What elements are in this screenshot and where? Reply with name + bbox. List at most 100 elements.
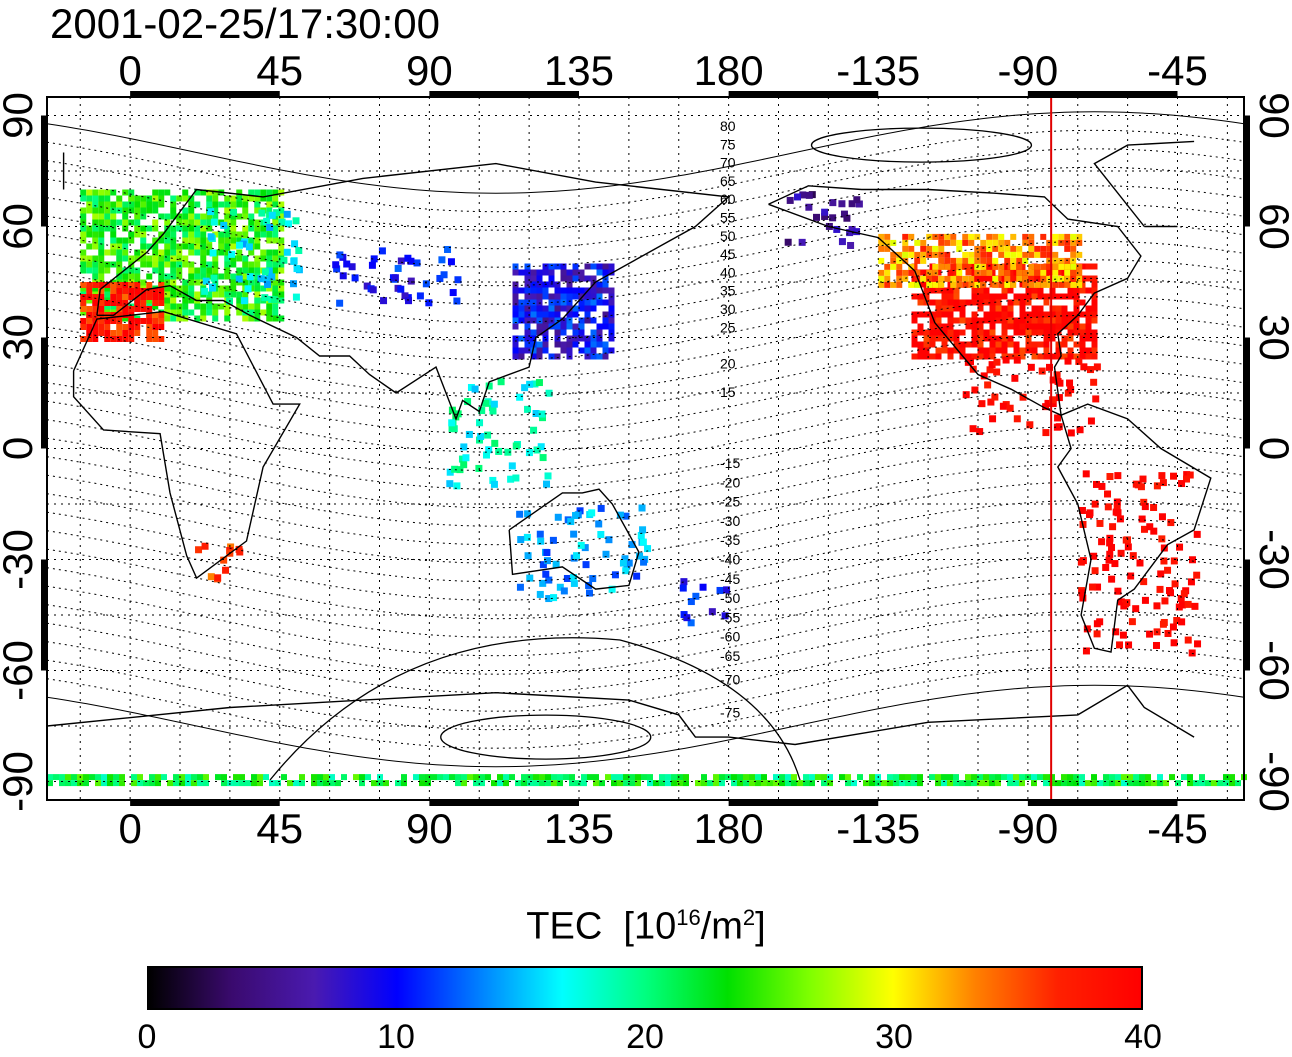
colorbar-tick-label: 10 — [377, 1018, 415, 1056]
frame-bar-top — [429, 91, 579, 97]
frame-bar-left — [41, 115, 47, 227]
tec-map: 80 75 70 65 60 55 50 45 40 35 30 25 20 15 -15 -20 -25 -30… — [0, 47, 1292, 852]
contour-line — [46, 592, 1245, 675]
coastline — [96, 162, 731, 421]
contour-line — [46, 610, 1245, 694]
frame-bar-left — [41, 559, 47, 671]
contour-label: 30 — [720, 301, 736, 317]
contour-label: -35 — [720, 532, 740, 548]
contour-arc-south — [269, 637, 801, 781]
coastline — [72, 310, 301, 580]
right-lat-tick-label: -30 — [1251, 529, 1292, 590]
bottom-lon-tick-label: 45 — [256, 805, 303, 852]
contour-label: -45 — [720, 571, 740, 587]
contour-label: 55 — [720, 210, 736, 226]
contour-label: -30 — [720, 513, 740, 529]
tec-region-east-europe — [201, 208, 303, 305]
right-lat-tick-label: -90 — [1251, 751, 1292, 812]
right-lat-tick-label: 90 — [1251, 92, 1292, 139]
contour-line — [46, 407, 1245, 490]
colorbar-unit-exponent: 16 — [676, 905, 701, 930]
frame-bar-bottom — [429, 800, 579, 806]
contour-label: 70 — [720, 155, 736, 171]
contour-label: -15 — [720, 455, 740, 471]
frame-bar-top — [1027, 91, 1178, 97]
contour-label: 20 — [720, 356, 736, 372]
top-lon-tick-label: 0 — [118, 47, 141, 94]
colorbar-unit-suffix: ] — [755, 905, 766, 948]
top-lon-tick-label: 180 — [694, 47, 764, 94]
frame-bar-right — [1244, 115, 1250, 227]
tec-colorbar — [147, 966, 1143, 1010]
contour-line — [46, 629, 1245, 712]
contour-label: -75 — [720, 705, 740, 721]
tec-region-se-asia — [446, 378, 553, 490]
timestamp-title: 2001-02-25/17:30:00 — [50, 0, 440, 47]
right-lat-tick-label: 0 — [1251, 437, 1292, 460]
left-lat-tick-label: -60 — [0, 640, 41, 701]
contour-label: -65 — [720, 648, 740, 664]
contour-label: 40 — [720, 264, 736, 280]
frame-bar-bottom — [728, 800, 879, 806]
frame-bar-right — [1244, 559, 1250, 671]
right-lat-tick-label: -60 — [1251, 640, 1292, 701]
frame-bar-bottom — [1027, 800, 1178, 806]
frame-bar-left — [41, 337, 47, 449]
tec-data-layer — [47, 189, 1247, 787]
colorbar-title: TEC [1016/m2] — [0, 905, 1292, 949]
grid-layer — [47, 97, 1244, 800]
left-lat-tick-label: -90 — [0, 751, 41, 812]
contour-label: 60 — [720, 191, 736, 207]
contour-label: 80 — [720, 118, 736, 134]
contour-label: -70 — [720, 671, 740, 687]
right-lat-tick-label: 60 — [1251, 203, 1292, 250]
tec-region-central-asia — [332, 245, 462, 307]
top-lon-tick-label: 90 — [406, 47, 453, 94]
magnetic-latitude-contours — [46, 111, 1245, 781]
contour-ellipse-south — [440, 714, 652, 760]
top-lon-tick-label: -45 — [1147, 47, 1208, 94]
contour-label: 35 — [720, 283, 736, 299]
left-lat-tick-label: 30 — [0, 314, 41, 361]
tec-region-east-asia — [512, 263, 615, 360]
bottom-lon-tick-label: 0 — [118, 805, 141, 852]
tec-region-south-america — [1077, 470, 1202, 657]
contour-label: 65 — [720, 173, 736, 189]
frame-bar-top — [130, 91, 280, 97]
colorbar-tick-label: 30 — [875, 1018, 913, 1056]
top-lon-tick-label: 135 — [544, 47, 614, 94]
axis-labels: 80 75 70 65 60 55 50 45 40 35 30 25 20 15 -15 -20 -25 -30… — [0, 47, 1292, 852]
contour-line — [46, 684, 1245, 768]
contour-label: 50 — [720, 228, 736, 244]
contour-label: -55 — [720, 609, 740, 625]
tec-region-antarctic-edge — [47, 774, 1247, 787]
contour-label: -50 — [720, 590, 740, 606]
colorbar-unit-mid: /m — [700, 905, 743, 948]
top-lon-tick-label: -135 — [836, 47, 920, 94]
bottom-lon-tick-label: -135 — [836, 805, 920, 852]
contour-label: -60 — [720, 629, 740, 645]
bottom-lon-tick-label: 135 — [544, 805, 614, 852]
contour-label: 15 — [720, 384, 736, 400]
frame-bar-right — [1244, 337, 1250, 449]
contour-line — [46, 647, 1245, 731]
contour-line — [46, 111, 1245, 194]
contour-line — [46, 370, 1245, 453]
top-lon-tick-label: -90 — [998, 47, 1059, 94]
coastline-layer — [46, 140, 1212, 746]
contour-line — [46, 573, 1245, 657]
colorbar-unit-prefix: [10 — [623, 905, 677, 948]
right-lat-tick-label: 30 — [1251, 314, 1292, 361]
bottom-lon-tick-label: 90 — [406, 805, 453, 852]
contour-line — [46, 425, 1245, 509]
coastline — [508, 488, 640, 590]
contour-line — [46, 351, 1245, 435]
coastline — [1056, 403, 1212, 653]
bottom-lon-tick-label: 180 — [694, 805, 764, 852]
contour-label: -40 — [720, 552, 740, 568]
colorbar-tick-label: 40 — [1124, 1018, 1162, 1056]
colorbar-tick-label: 20 — [626, 1018, 664, 1056]
coastline — [46, 684, 1195, 746]
left-lat-tick-label: 90 — [0, 92, 41, 139]
left-lat-tick-label: 0 — [0, 437, 41, 460]
